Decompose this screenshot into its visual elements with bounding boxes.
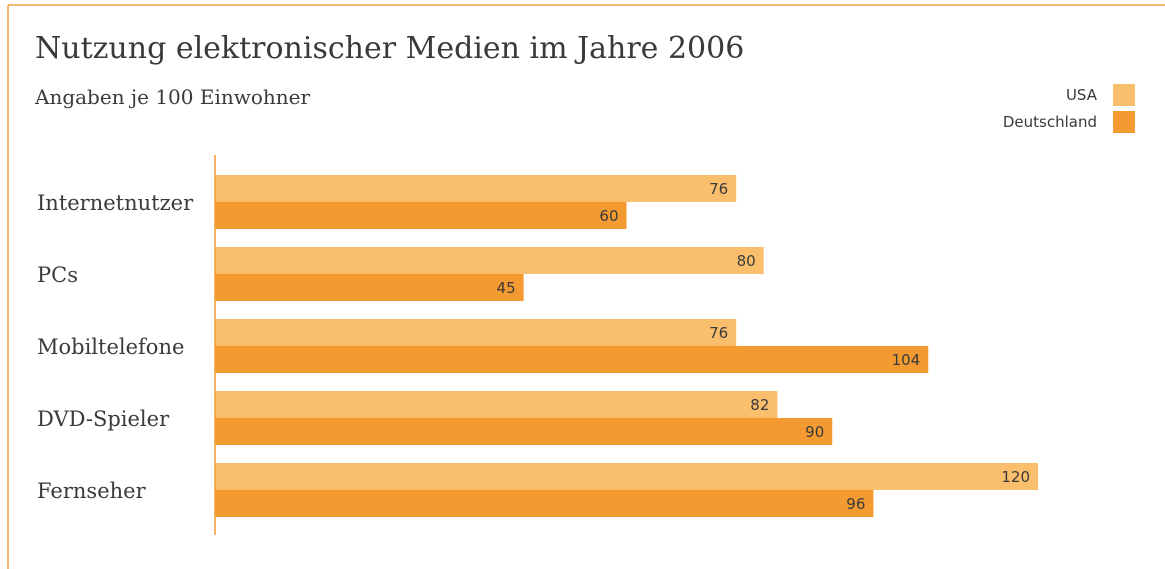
y-tick-label: Fernseher xyxy=(37,479,147,503)
bar xyxy=(215,274,524,301)
data-label: 82 xyxy=(750,396,769,414)
legend-swatch xyxy=(1113,84,1135,106)
data-label: 96 xyxy=(846,495,865,513)
data-label: 120 xyxy=(1001,468,1030,486)
bar xyxy=(215,202,627,229)
legend-label: USA xyxy=(1066,86,1098,104)
legend-label: Deutschland xyxy=(1003,113,1097,131)
bar xyxy=(215,175,737,202)
y-tick-label: PCs xyxy=(37,263,78,287)
bar xyxy=(215,247,764,274)
data-label: 45 xyxy=(497,279,516,297)
bar xyxy=(215,418,833,445)
y-tick-label: Internetnutzer xyxy=(37,191,194,215)
data-label: 76 xyxy=(709,180,728,198)
chart-title: Nutzung elektronischer Medien im Jahre 2… xyxy=(35,31,744,66)
data-label: 80 xyxy=(737,252,756,270)
y-tick-label: Mobiltelefone xyxy=(37,335,184,359)
bar xyxy=(215,319,737,346)
y-tick-label: DVD-Spieler xyxy=(37,407,170,431)
data-label: 76 xyxy=(709,324,728,342)
data-label: 104 xyxy=(892,351,921,369)
bar xyxy=(215,463,1038,490)
bar xyxy=(215,391,778,418)
chart-subtitle: Angaben je 100 Einwohner xyxy=(34,85,310,109)
data-label: 60 xyxy=(599,207,618,225)
bar xyxy=(215,490,874,517)
bar xyxy=(215,346,929,373)
data-label: 90 xyxy=(805,423,824,441)
legend-swatch xyxy=(1113,111,1135,133)
